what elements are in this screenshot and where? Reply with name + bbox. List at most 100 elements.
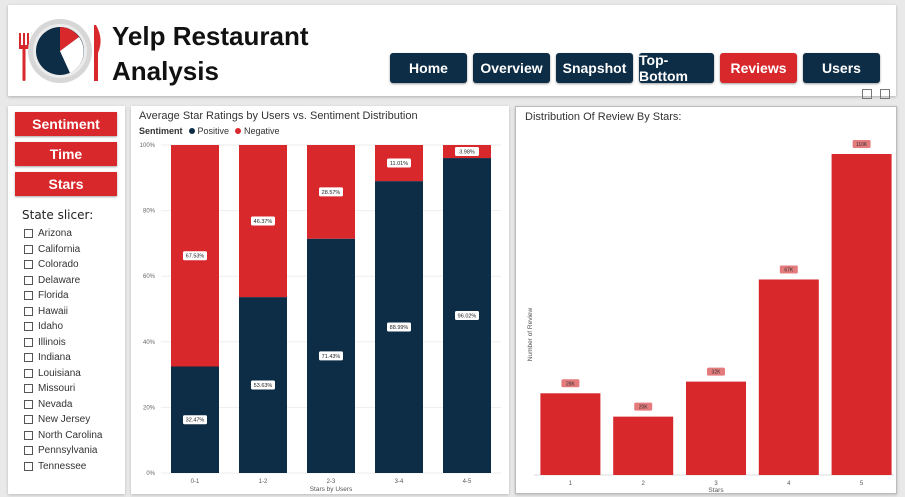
data-label-box [387, 322, 411, 332]
review-count-bar[interactable] [686, 381, 746, 475]
title-line-2: Analysis [112, 56, 219, 86]
focus-mode-icon[interactable] [880, 89, 890, 99]
checkbox-icon[interactable] [24, 446, 33, 456]
checkbox-icon[interactable] [24, 337, 33, 347]
checkbox-icon[interactable] [24, 353, 33, 363]
x-tick-label: 5 [860, 481, 864, 487]
state-option-label: Illinois [38, 336, 66, 348]
state-option-label: Indiana [38, 352, 71, 364]
sentiment-legend: Sentiment Positive Negative [139, 126, 280, 136]
data-label: 20K [639, 405, 649, 411]
header-banner: Yelp Restaurant Analysis Home Overview S… [8, 5, 896, 96]
x-tick-label: 3-4 [395, 479, 404, 485]
y-tick-label: 100% [140, 143, 156, 149]
state-option[interactable]: Idaho [24, 319, 102, 335]
review-count-bar[interactable] [613, 416, 674, 475]
data-label: 32.47% [186, 418, 205, 424]
data-label: 28K [566, 381, 576, 387]
visual-header-icons [862, 89, 890, 99]
restaurant-plate-logo-icon [19, 19, 101, 83]
data-label: 46.37% [254, 219, 273, 225]
state-option[interactable]: Delaware [24, 273, 102, 289]
nav-snapshot-button[interactable]: Snapshot [556, 53, 633, 83]
review-distribution-panel: Distribution Of Review By Stars: 28K 1 20K… [515, 89, 897, 494]
data-label: 67K [784, 267, 794, 273]
state-option[interactable]: Nevada [24, 397, 102, 413]
state-option[interactable]: New Jersey [24, 412, 102, 428]
checkbox-icon[interactable] [24, 399, 33, 409]
state-option[interactable]: Louisiana [24, 366, 102, 382]
nav-bar: Home Overview Snapshot Top-Bottom Review… [390, 52, 880, 84]
nav-reviews-button[interactable]: Reviews [720, 53, 797, 83]
checkbox-icon[interactable] [24, 415, 33, 425]
state-option[interactable]: Colorado [24, 257, 102, 273]
x-tick-label: 3 [714, 481, 718, 487]
checkbox-icon[interactable] [24, 322, 33, 332]
checkbox-icon[interactable] [24, 306, 33, 316]
x-tick-label: 0-1 [191, 479, 200, 485]
state-option-label: Florida [38, 290, 69, 302]
review-count-bar[interactable] [831, 154, 892, 475]
x-tick-label: 2-3 [327, 479, 336, 485]
data-label-box [319, 187, 343, 197]
data-label: 96.02% [458, 314, 477, 320]
y-tick-label: 80% [143, 209, 156, 215]
checkbox-icon[interactable] [24, 384, 33, 394]
checkbox-icon[interactable] [24, 430, 33, 440]
state-option[interactable]: Florida [24, 288, 102, 304]
nav-users-button[interactable]: Users [803, 53, 880, 83]
filter-icon[interactable] [862, 89, 872, 99]
sentiment-chart-panel: Average Star Ratings by Users vs. Sentim… [131, 106, 509, 494]
y-tick-label: 0% [146, 471, 155, 477]
checkbox-icon[interactable] [24, 244, 33, 254]
state-option-label: Missouri [38, 383, 76, 395]
state-option[interactable]: Arizona [24, 226, 102, 242]
checkbox-icon[interactable] [24, 229, 33, 239]
state-option[interactable]: California [24, 242, 102, 258]
sentiment-chart-title: Average Star Ratings by Users vs. Sentim… [139, 110, 418, 122]
nav-overview-button[interactable]: Overview [473, 53, 550, 83]
x-tick-label: 2 [642, 481, 646, 487]
nav-top-bottom-button[interactable]: Top-Bottom [639, 52, 714, 84]
state-option-label: Nevada [38, 398, 73, 410]
x-axis-title: Stars by Users [310, 486, 353, 493]
state-option[interactable]: North Carolina [24, 428, 102, 444]
state-option[interactable]: Tennessee [24, 459, 102, 475]
data-label-box [387, 158, 411, 168]
page-title: Yelp Restaurant Analysis [112, 19, 309, 89]
state-option[interactable]: Illinois [24, 335, 102, 351]
y-axis-title: Number of Review [527, 307, 534, 361]
sentiment-filter-button[interactable]: Sentiment [15, 112, 117, 136]
data-label: 71.43% [322, 354, 341, 360]
state-option-label: Arizona [38, 228, 72, 240]
data-label-box [183, 251, 207, 261]
state-option-label: California [38, 243, 81, 255]
review-distribution-title: Distribution Of Review By Stars: [525, 111, 682, 123]
checkbox-icon[interactable] [24, 368, 33, 378]
state-option[interactable]: Pennsylvania [24, 443, 102, 459]
legend-positive-swatch [188, 128, 195, 134]
checkbox-icon[interactable] [24, 461, 33, 471]
data-label-box [707, 367, 725, 376]
data-label-box [852, 140, 871, 148]
state-option[interactable]: Hawaii [24, 304, 102, 320]
review-count-bar[interactable] [540, 393, 601, 475]
data-label: 11.01% [390, 161, 408, 167]
state-slicer-list: Arizona California Colorado Delaware Florida… [24, 226, 102, 474]
y-tick-label: 40% [143, 340, 156, 346]
state-option[interactable]: Indiana [24, 350, 102, 366]
data-label-box [319, 351, 343, 361]
review-count-bar[interactable] [758, 279, 819, 475]
legend-negative-swatch [235, 128, 242, 134]
nav-home-button[interactable]: Home [390, 53, 467, 83]
state-option[interactable]: Missouri [24, 381, 102, 397]
checkbox-icon[interactable] [24, 260, 33, 270]
state-slicer-title: State slicer: [22, 208, 94, 222]
data-label: 88.99% [390, 325, 409, 331]
stars-filter-button[interactable]: Stars [15, 172, 117, 196]
checkbox-icon[interactable] [24, 275, 33, 285]
checkbox-icon[interactable] [24, 291, 33, 301]
state-option-label: Idaho [38, 321, 64, 333]
state-option-label: Tennessee [38, 460, 87, 472]
time-filter-button[interactable]: Time [15, 142, 117, 166]
